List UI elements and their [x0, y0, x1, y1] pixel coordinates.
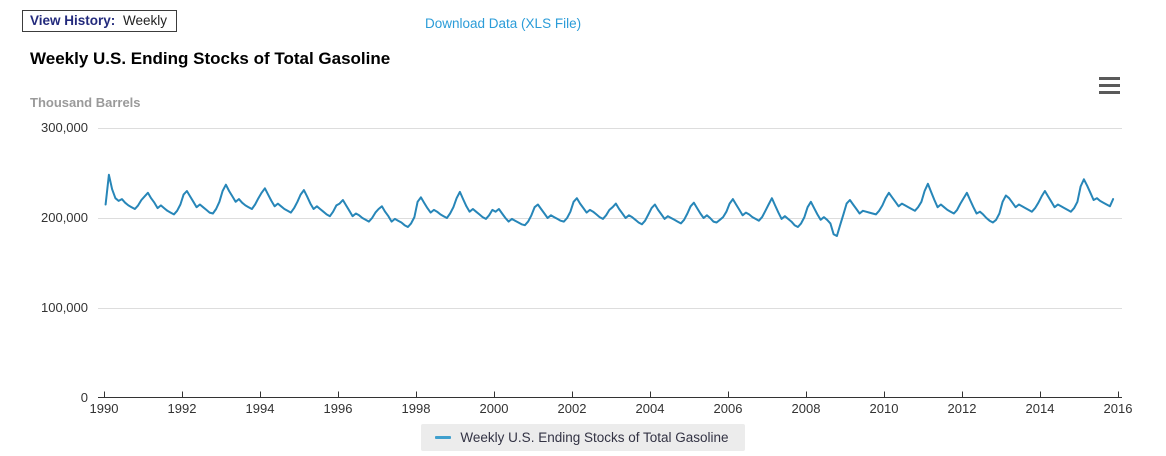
y-axis-tick-label: 100,000: [41, 300, 88, 315]
x-axis-tick-label: 2012: [947, 401, 977, 416]
x-axis-tick-label: 2000: [479, 401, 509, 416]
y-axis-tick-label: 0: [80, 390, 88, 405]
legend-line-icon: [435, 436, 452, 439]
y-axis-tick-label: 300,000: [41, 120, 88, 135]
x-axis-tick-label: 2014: [1025, 401, 1055, 416]
x-axis-tick-label: 1996: [323, 401, 353, 416]
view-history-label: View History:: [30, 13, 116, 28]
hamburger-icon: [1099, 77, 1121, 94]
x-axis-tick-label: 1990: [89, 401, 119, 416]
line-chart-plot-area: [98, 128, 1122, 398]
x-axis-tick-label: 1994: [245, 401, 275, 416]
x-axis-tick-label: 2016: [1103, 401, 1133, 416]
view-history-value: Weekly: [123, 13, 168, 28]
chart-title: Weekly U.S. Ending Stocks of Total Gasol…: [30, 49, 391, 68]
view-history-box: View History: Weekly: [22, 10, 178, 32]
x-axis-tick-label: 2010: [869, 401, 899, 416]
x-axis-tick-label: 2006: [713, 401, 743, 416]
x-axis-tick-label: 1992: [167, 401, 197, 416]
series-line: [104, 173, 1115, 237]
legend: Weekly U.S. Ending Stocks of Total Gasol…: [0, 424, 1166, 451]
legend-item-label: Weekly U.S. Ending Stocks of Total Gasol…: [460, 430, 729, 445]
x-axis-tick-label: 1998: [401, 401, 431, 416]
y-axis-tick-label: 200,000: [41, 210, 88, 225]
x-axis-tick-label: 2004: [635, 401, 665, 416]
y-axis-unit-label: Thousand Barrels: [30, 95, 141, 110]
download-data-link[interactable]: Download Data (XLS File): [425, 16, 582, 31]
chart-export-menu-button[interactable]: [1097, 75, 1123, 96]
x-axis-tick-label: 2002: [557, 401, 587, 416]
legend-item[interactable]: Weekly U.S. Ending Stocks of Total Gasol…: [421, 424, 745, 451]
x-axis-tick-label: 2008: [791, 401, 821, 416]
